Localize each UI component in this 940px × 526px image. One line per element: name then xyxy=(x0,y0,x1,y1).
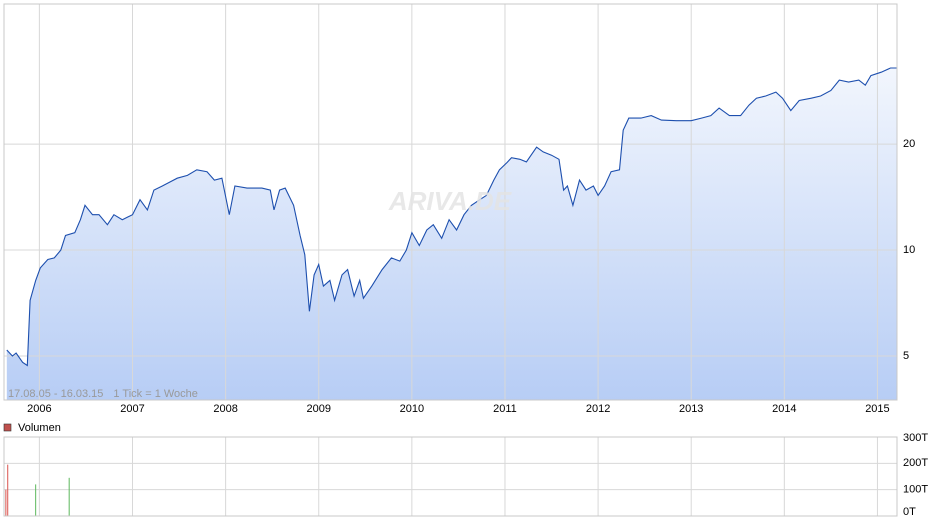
tick-text: 1 Tick = 1 Woche xyxy=(113,388,197,400)
price-line xyxy=(6,67,897,367)
y-tick-label: 10 xyxy=(903,244,915,256)
plot-frame xyxy=(3,436,898,517)
legend-swatch xyxy=(3,423,12,432)
y-tick-label: 300T xyxy=(903,432,928,444)
volume-bar xyxy=(35,484,37,516)
x-tick-label: 2007 xyxy=(120,403,144,415)
x-tick-label: 2006 xyxy=(27,403,51,415)
y-tick-label: 0T xyxy=(903,506,916,518)
watermark: ARIVA.DE xyxy=(388,186,512,216)
volume-bar xyxy=(7,464,9,516)
y-tick-label: 5 xyxy=(903,350,909,362)
x-tick-label: 2009 xyxy=(306,403,330,415)
legend-label: Volumen xyxy=(18,422,61,434)
volume-bar xyxy=(5,489,7,516)
x-tick-label: 2012 xyxy=(586,403,610,415)
y-tick-label: 20 xyxy=(903,138,915,150)
volume-bar xyxy=(68,477,70,516)
y-tick-label: 100T xyxy=(903,484,928,496)
x-tick-label: 2011 xyxy=(493,403,517,415)
y-tick-label: 200T xyxy=(903,457,928,469)
range-text: 17.08.05 - 16.03.15 xyxy=(8,388,103,400)
price-area xyxy=(6,68,898,400)
x-tick-label: 2015 xyxy=(865,403,889,415)
x-tick-label: 2008 xyxy=(213,403,237,415)
x-tick-label: 2014 xyxy=(772,403,796,415)
x-tick-label: 2010 xyxy=(400,403,424,415)
plot-frame xyxy=(3,3,898,401)
x-tick-label: 2013 xyxy=(679,403,703,415)
range-label: 17.08.05 - 16.03.15 1 Tick = 1 Woche xyxy=(8,388,198,400)
